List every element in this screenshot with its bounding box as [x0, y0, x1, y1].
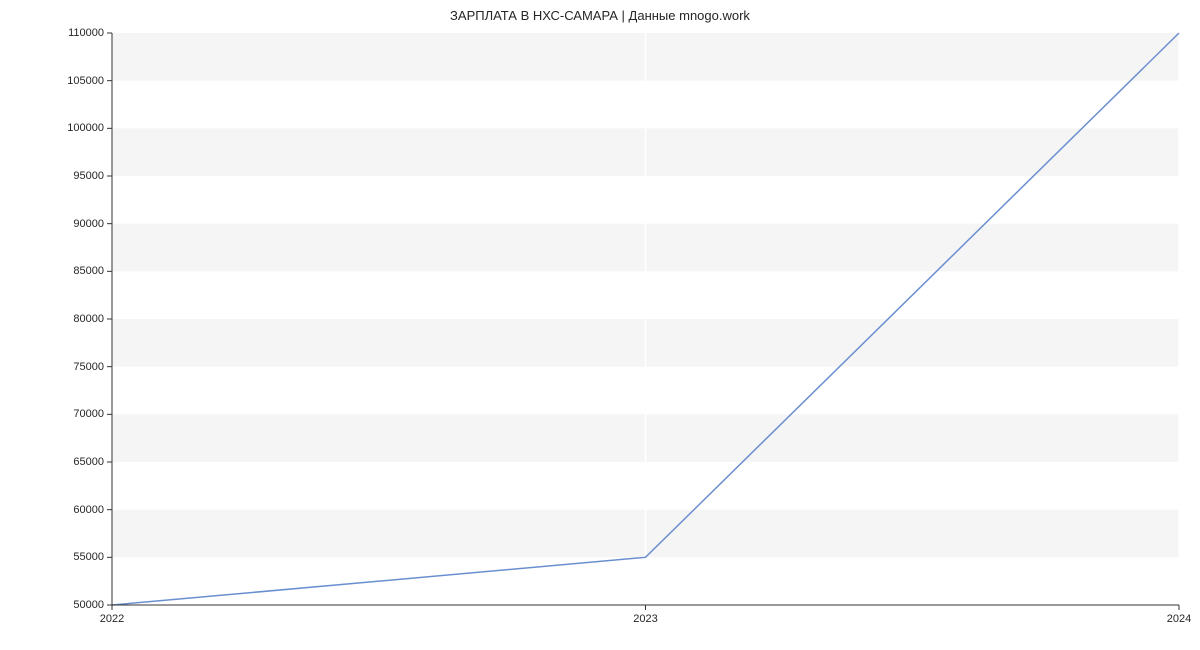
x-tick-label: 2024: [1167, 613, 1191, 625]
y-tick-label: 95000: [73, 170, 104, 182]
plot-svg: [112, 33, 1179, 605]
plot-area: 5000055000600006500070000750008000085000…: [112, 33, 1179, 605]
y-tick-label: 65000: [73, 456, 104, 468]
y-tick-label: 55000: [73, 551, 104, 563]
chart-title: ЗАРПЛАТА В НХС-САМАРА | Данные mnogo.wor…: [0, 8, 1200, 23]
salary-chart: ЗАРПЛАТА В НХС-САМАРА | Данные mnogo.wor…: [0, 0, 1200, 650]
y-tick-label: 90000: [73, 218, 104, 230]
y-tick-label: 50000: [73, 599, 104, 611]
x-tick-label: 2023: [633, 613, 657, 625]
y-tick-label: 105000: [67, 75, 104, 87]
y-tick-label: 110000: [68, 27, 104, 39]
y-tick-label: 70000: [73, 408, 104, 420]
y-tick-label: 100000: [67, 122, 104, 134]
x-tick-label: 2022: [100, 613, 124, 625]
y-tick-label: 60000: [73, 504, 104, 516]
y-tick-label: 75000: [73, 361, 104, 373]
y-tick-label: 85000: [73, 265, 104, 277]
y-tick-label: 80000: [73, 313, 104, 325]
